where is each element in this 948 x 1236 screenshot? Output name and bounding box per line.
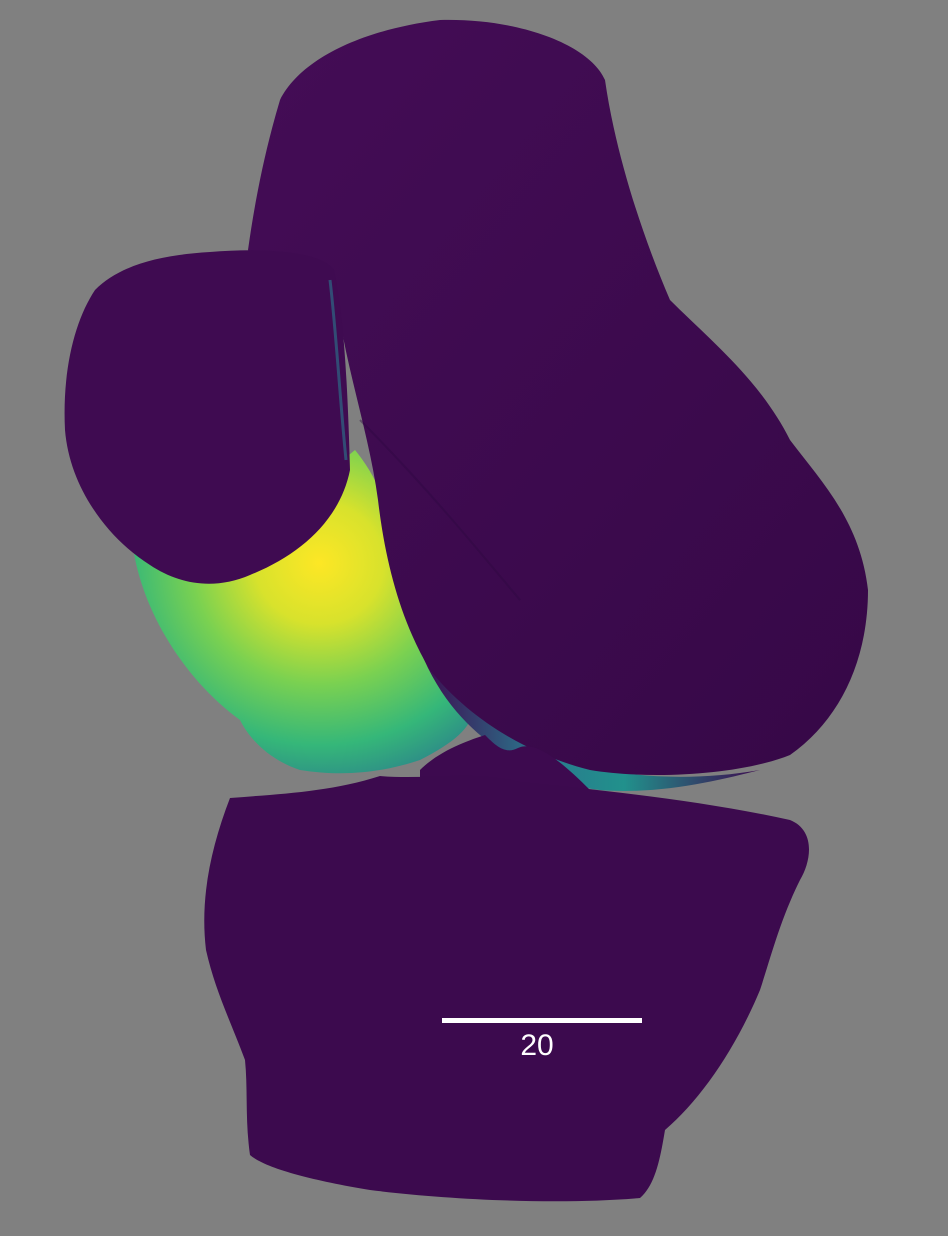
patella-edge [328,279,348,461]
femur-body [248,19,868,775]
tibia [204,775,810,1202]
scale-bar-label: 20 [520,1029,554,1062]
scale-bar [442,1018,642,1023]
femur-shading [359,419,521,601]
patella [64,250,350,584]
